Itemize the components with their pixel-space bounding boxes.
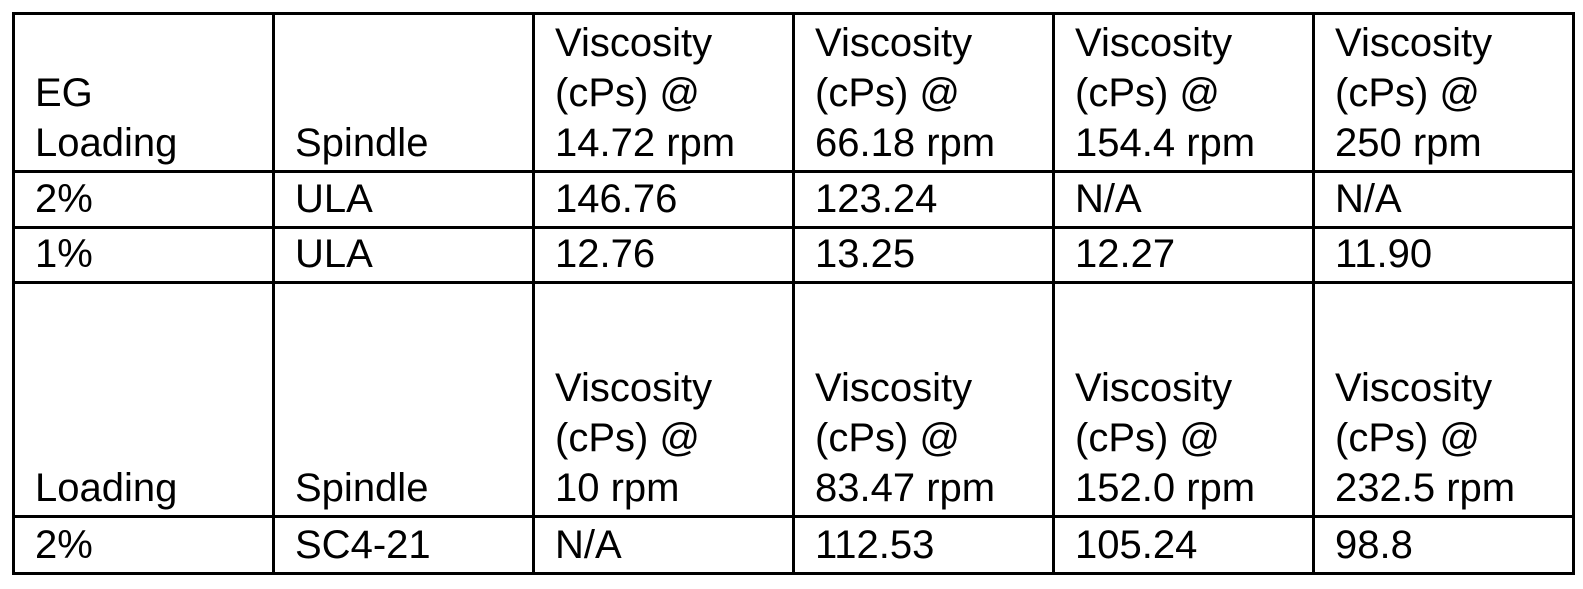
table-cell: EG Loading	[14, 14, 274, 172]
table-cell: 11.90	[1314, 228, 1574, 283]
table-cell: 146.76	[534, 172, 794, 228]
table-row: 1%ULA12.7613.2512.2711.90	[14, 228, 1574, 283]
table-cell: 12.27	[1054, 228, 1314, 283]
table-cell: Viscosity (cPs) @ 250 rpm	[1314, 14, 1574, 172]
table-cell: 2%	[14, 517, 274, 574]
viscosity-table: EG LoadingSpindleViscosity (cPs) @ 14.72…	[12, 12, 1575, 575]
table-row: LoadingSpindleViscosity (cPs) @ 10 rpmVi…	[14, 283, 1574, 517]
table-cell: ULA	[274, 228, 534, 283]
table-cell: Viscosity (cPs) @ 154.4 rpm	[1054, 14, 1314, 172]
table-cell: Viscosity (cPs) @ 232.5 rpm	[1314, 283, 1574, 517]
table-cell: ULA	[274, 172, 534, 228]
table-cell: Viscosity (cPs) @ 83.47 rpm	[794, 283, 1054, 517]
table-row: 2%SC4-21N/A112.53105.2498.8	[14, 517, 1574, 574]
table-cell: 105.24	[1054, 517, 1314, 574]
table-row: EG LoadingSpindleViscosity (cPs) @ 14.72…	[14, 14, 1574, 172]
table-cell: 2%	[14, 172, 274, 228]
table-cell: 98.8	[1314, 517, 1574, 574]
table-cell: Viscosity (cPs) @ 66.18 rpm	[794, 14, 1054, 172]
table-cell: N/A	[1054, 172, 1314, 228]
table-cell: Viscosity (cPs) @ 10 rpm	[534, 283, 794, 517]
table-cell: Spindle	[274, 283, 534, 517]
table-cell: N/A	[534, 517, 794, 574]
table-cell: Viscosity (cPs) @ 14.72 rpm	[534, 14, 794, 172]
table-cell: Spindle	[274, 14, 534, 172]
table-cell: 12.76	[534, 228, 794, 283]
table-row: 2%ULA146.76123.24N/AN/A	[14, 172, 1574, 228]
table-cell: Viscosity (cPs) @ 152.0 rpm	[1054, 283, 1314, 517]
table-cell: 123.24	[794, 172, 1054, 228]
table-wrapper: EG LoadingSpindleViscosity (cPs) @ 14.72…	[12, 12, 1575, 575]
table-cell: SC4-21	[274, 517, 534, 574]
table-cell: Loading	[14, 283, 274, 517]
table-cell: N/A	[1314, 172, 1574, 228]
table-cell: 112.53	[794, 517, 1054, 574]
table-cell: 1%	[14, 228, 274, 283]
table-cell: 13.25	[794, 228, 1054, 283]
